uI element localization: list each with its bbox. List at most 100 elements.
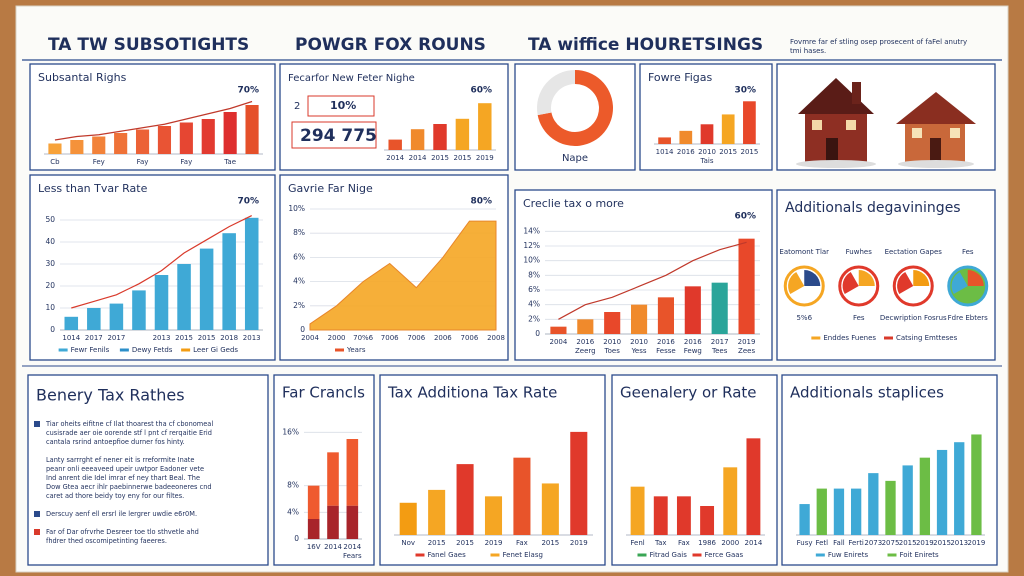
y-tick-label: 0 [50, 325, 55, 334]
bar [577, 319, 594, 334]
x-tick-label: 7006 [381, 334, 399, 342]
legend-label: Catsing Emtteses [896, 334, 958, 342]
bar [70, 140, 84, 154]
x-tick-label: Zeerg [575, 347, 596, 355]
x-tick-label: Fax [516, 539, 528, 547]
x-tick-label: Fusy [797, 539, 813, 547]
annotation: 80% [470, 197, 492, 207]
paragraph-line: Far of Dar ofrvrhe Desreer toe tlo sthve… [46, 528, 199, 536]
legend-label: Fuw Enirets [828, 551, 869, 559]
legend-label: Dewy Fetds [132, 346, 173, 354]
x-tick-label: 2004 [301, 334, 319, 342]
x-tick-label: 1014 [656, 148, 674, 156]
paragraph-line: Dow Gtea aecr ihlr paebinnerwe badeeoner… [46, 483, 212, 491]
pie-icon-wedge [804, 270, 821, 286]
legend-label: Enddes Fuenes [823, 334, 876, 342]
x-tick-label: Tais [700, 157, 714, 165]
x-tick-label: 2075 [882, 539, 900, 547]
x-tick-label: 7006 [461, 334, 479, 342]
y-tick-label: 10 [45, 303, 55, 312]
panel-title: Fecarfor New Feter Nighe [288, 73, 415, 84]
legend-swatch [119, 348, 129, 352]
bar [135, 129, 150, 154]
panel [273, 374, 375, 566]
bar-segment [327, 505, 339, 539]
x-tick-label: Toes [604, 347, 621, 355]
bar [109, 303, 124, 330]
y-tick-label: 6% [528, 285, 540, 294]
x-tick-label: 2017 [711, 338, 729, 346]
bar [604, 312, 621, 334]
pie-icon-wedge [897, 272, 914, 294]
y-tick-label: 4% [528, 300, 540, 309]
x-tick-label: Fey [93, 158, 105, 166]
annotation: 60% [470, 86, 492, 96]
panel-title: Fowre Figas [648, 71, 713, 84]
bar [954, 442, 965, 535]
bar [48, 143, 62, 154]
paragraph-line: cusisrade aer oie oorende stf l pnt cf r… [46, 429, 212, 437]
header-title: POWGR FOX ROUNS [295, 35, 486, 55]
y-tick-label: 10% [523, 256, 540, 265]
bar [201, 119, 215, 154]
panel-title: Tax Additiona Tax Rate [387, 384, 557, 402]
legend-swatch [181, 348, 191, 352]
legend-label: Years [346, 346, 366, 354]
x-tick-label: 2016 [684, 338, 702, 346]
x-tick-label: 2015 [899, 539, 917, 547]
bar [833, 488, 845, 535]
panel-title: Benery Tax Rathes [36, 386, 185, 405]
legend-label: Fanel Gaes [428, 551, 467, 559]
y-tick-label: 4% [293, 277, 305, 286]
bar [550, 326, 567, 334]
paragraph-line: peanr onli eeeaveed upeir uwtpor Eadoner… [46, 465, 204, 473]
icon-heading: Eatomont Tlar [779, 248, 829, 256]
pie-icon-wedge [951, 272, 968, 294]
bar [919, 457, 931, 535]
x-tick-label: 2015 [428, 539, 446, 547]
bullet [34, 511, 40, 517]
y-tick-label: 0 [294, 534, 299, 543]
bar-segment [346, 439, 359, 506]
bar-segment [346, 505, 359, 539]
y-tick-label: 8% [528, 270, 540, 279]
x-tick-label: 2014 [324, 543, 342, 551]
x-tick-label: Cb [50, 158, 60, 166]
paragraph-line: Derscuy aenf ell ersrl ile lergrer uwdie… [46, 510, 197, 518]
annotation: 70% [237, 197, 259, 207]
x-tick-label: 2015 [175, 334, 193, 342]
bar [746, 438, 761, 535]
x-tick-label: 2000 [721, 539, 739, 547]
stat-label: 10% [330, 99, 356, 112]
bar [399, 502, 417, 535]
x-tick-label: 2016 [576, 338, 594, 346]
bar [684, 286, 701, 334]
house-illustration [796, 78, 876, 168]
legend-label: Fitrad Gais [650, 551, 688, 559]
bar [631, 304, 648, 334]
legend-swatch [887, 553, 897, 557]
x-tick-label: 2014 [343, 543, 361, 551]
x-tick-label: 2019 [967, 539, 985, 547]
bar [657, 297, 674, 334]
bar [936, 449, 948, 535]
header-title: TA TW SUBSOTIGHTS [48, 35, 249, 55]
bar [711, 282, 728, 334]
bar [630, 486, 645, 535]
icon-caption: 5%6 [796, 314, 812, 322]
panel [27, 374, 269, 566]
annotation: 30% [734, 86, 756, 96]
x-tick-label: 2019 [485, 539, 503, 547]
y-tick-label: 4% [287, 507, 299, 516]
panel [781, 374, 998, 566]
bar [64, 316, 79, 330]
bar [700, 506, 715, 535]
bar [87, 308, 101, 330]
bar [478, 103, 492, 150]
icon-caption: Decwription Fosrus [880, 314, 947, 322]
y-tick-label: 12% [523, 241, 540, 250]
bar [154, 275, 169, 330]
y-tick-label: 6% [293, 252, 305, 261]
legend-swatch [811, 336, 821, 340]
icon-heading: Fuwhes [846, 248, 873, 256]
